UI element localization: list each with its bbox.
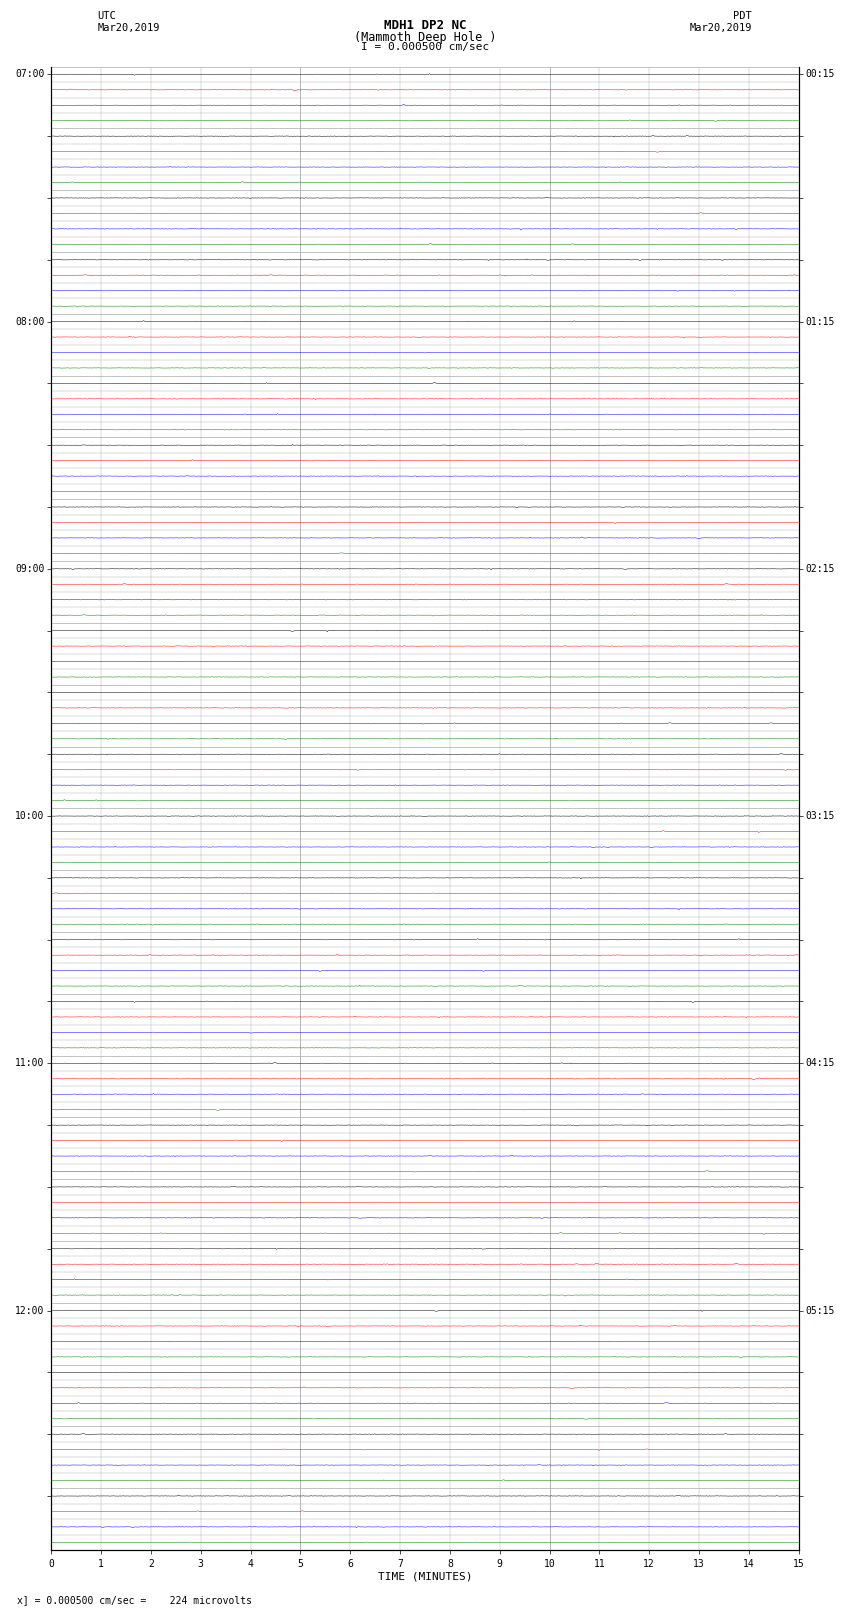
Text: (Mammoth Deep Hole ): (Mammoth Deep Hole ): [354, 31, 496, 44]
Text: MDH1 DP2 NC: MDH1 DP2 NC: [383, 19, 467, 32]
Text: PDT: PDT: [734, 11, 752, 21]
Text: x] = 0.000500 cm/sec =    224 microvolts: x] = 0.000500 cm/sec = 224 microvolts: [17, 1595, 252, 1605]
Text: I = 0.000500 cm/sec: I = 0.000500 cm/sec: [361, 42, 489, 52]
Text: Mar20,2019: Mar20,2019: [689, 23, 752, 32]
Text: UTC: UTC: [98, 11, 116, 21]
Text: Mar20,2019: Mar20,2019: [98, 23, 161, 32]
X-axis label: TIME (MINUTES): TIME (MINUTES): [377, 1573, 473, 1582]
